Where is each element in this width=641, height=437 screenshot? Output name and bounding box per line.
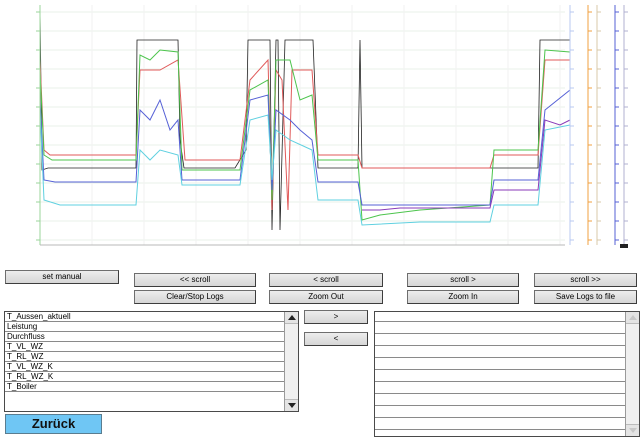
- signal-list-item[interactable]: Durchfluss: [5, 332, 285, 342]
- set-manual-button[interactable]: set manual: [5, 270, 119, 284]
- selected-list-item[interactable]: [375, 324, 627, 334]
- save-logs-button[interactable]: Save Logs to file: [534, 290, 637, 304]
- add-signal-button[interactable]: >: [304, 310, 368, 324]
- selected-list-item[interactable]: [375, 312, 627, 322]
- selected-signals-scrollbar[interactable]: [625, 312, 639, 436]
- arrow-down-icon: [629, 428, 637, 433]
- clear-stop-logs-button[interactable]: Clear/Stop Logs: [134, 290, 256, 304]
- zoom-out-button[interactable]: Zoom Out: [269, 290, 383, 304]
- signal-list-item[interactable]: T_Aussen_aktuell: [5, 312, 285, 322]
- available-signals-scrollbar[interactable]: [284, 312, 298, 411]
- scroll-right-button[interactable]: scroll >: [407, 273, 519, 287]
- selected-list-item[interactable]: [375, 348, 627, 358]
- chart-series-line: [39, 109, 571, 226]
- scroll-up-arrow[interactable]: [626, 312, 639, 324]
- zoom-in-button[interactable]: Zoom In: [407, 290, 519, 304]
- signal-list-item[interactable]: T_RL_WZ_K: [5, 372, 285, 382]
- log-chart: [36, 5, 628, 248]
- remove-signal-button[interactable]: <: [304, 332, 368, 346]
- axis-marker: [620, 244, 628, 248]
- selected-list-item[interactable]: [375, 360, 627, 370]
- selected-list-item[interactable]: [375, 384, 627, 394]
- chart-gridlines: [39, 5, 565, 245]
- chart-series-line: [362, 119, 571, 211]
- signal-list-item[interactable]: T_Boiler: [5, 382, 285, 392]
- signal-list-item[interactable]: [5, 392, 285, 411]
- chart-series-line: [39, 49, 571, 221]
- signal-list-item[interactable]: T_VL_WZ_K: [5, 362, 285, 372]
- back-button[interactable]: Zurück: [5, 414, 102, 434]
- signal-list-item[interactable]: T_VL_WZ: [5, 342, 285, 352]
- signal-list-item[interactable]: Leistung: [5, 322, 285, 332]
- selected-list-item[interactable]: [375, 372, 627, 382]
- selected-list-item[interactable]: [375, 408, 627, 418]
- scroll-far-left-button[interactable]: << scroll: [134, 273, 256, 287]
- selected-list-item[interactable]: [375, 420, 627, 430]
- chart-series: [39, 7, 571, 231]
- log-chart-plot: [36, 5, 628, 248]
- signal-list-item[interactable]: T_RL_WZ: [5, 352, 285, 362]
- scroll-down-arrow[interactable]: [285, 399, 298, 411]
- chart-series-line: [39, 58, 570, 211]
- scroll-down-arrow[interactable]: [626, 424, 639, 436]
- selected-list-item[interactable]: [375, 336, 627, 346]
- scroll-up-arrow[interactable]: [285, 312, 298, 324]
- scroll-far-right-button[interactable]: scroll >>: [534, 273, 637, 287]
- available-signals-list[interactable]: T_Aussen_aktuell Leistung Durchfluss T_V…: [4, 311, 299, 412]
- arrow-down-icon: [288, 403, 296, 408]
- scroll-left-button[interactable]: < scroll: [269, 273, 383, 287]
- arrow-up-icon: [288, 315, 296, 320]
- arrow-up-icon: [629, 315, 637, 320]
- selected-signals-list[interactable]: [374, 311, 640, 437]
- chart-axes: [36, 5, 628, 248]
- selected-list-item[interactable]: [375, 396, 627, 406]
